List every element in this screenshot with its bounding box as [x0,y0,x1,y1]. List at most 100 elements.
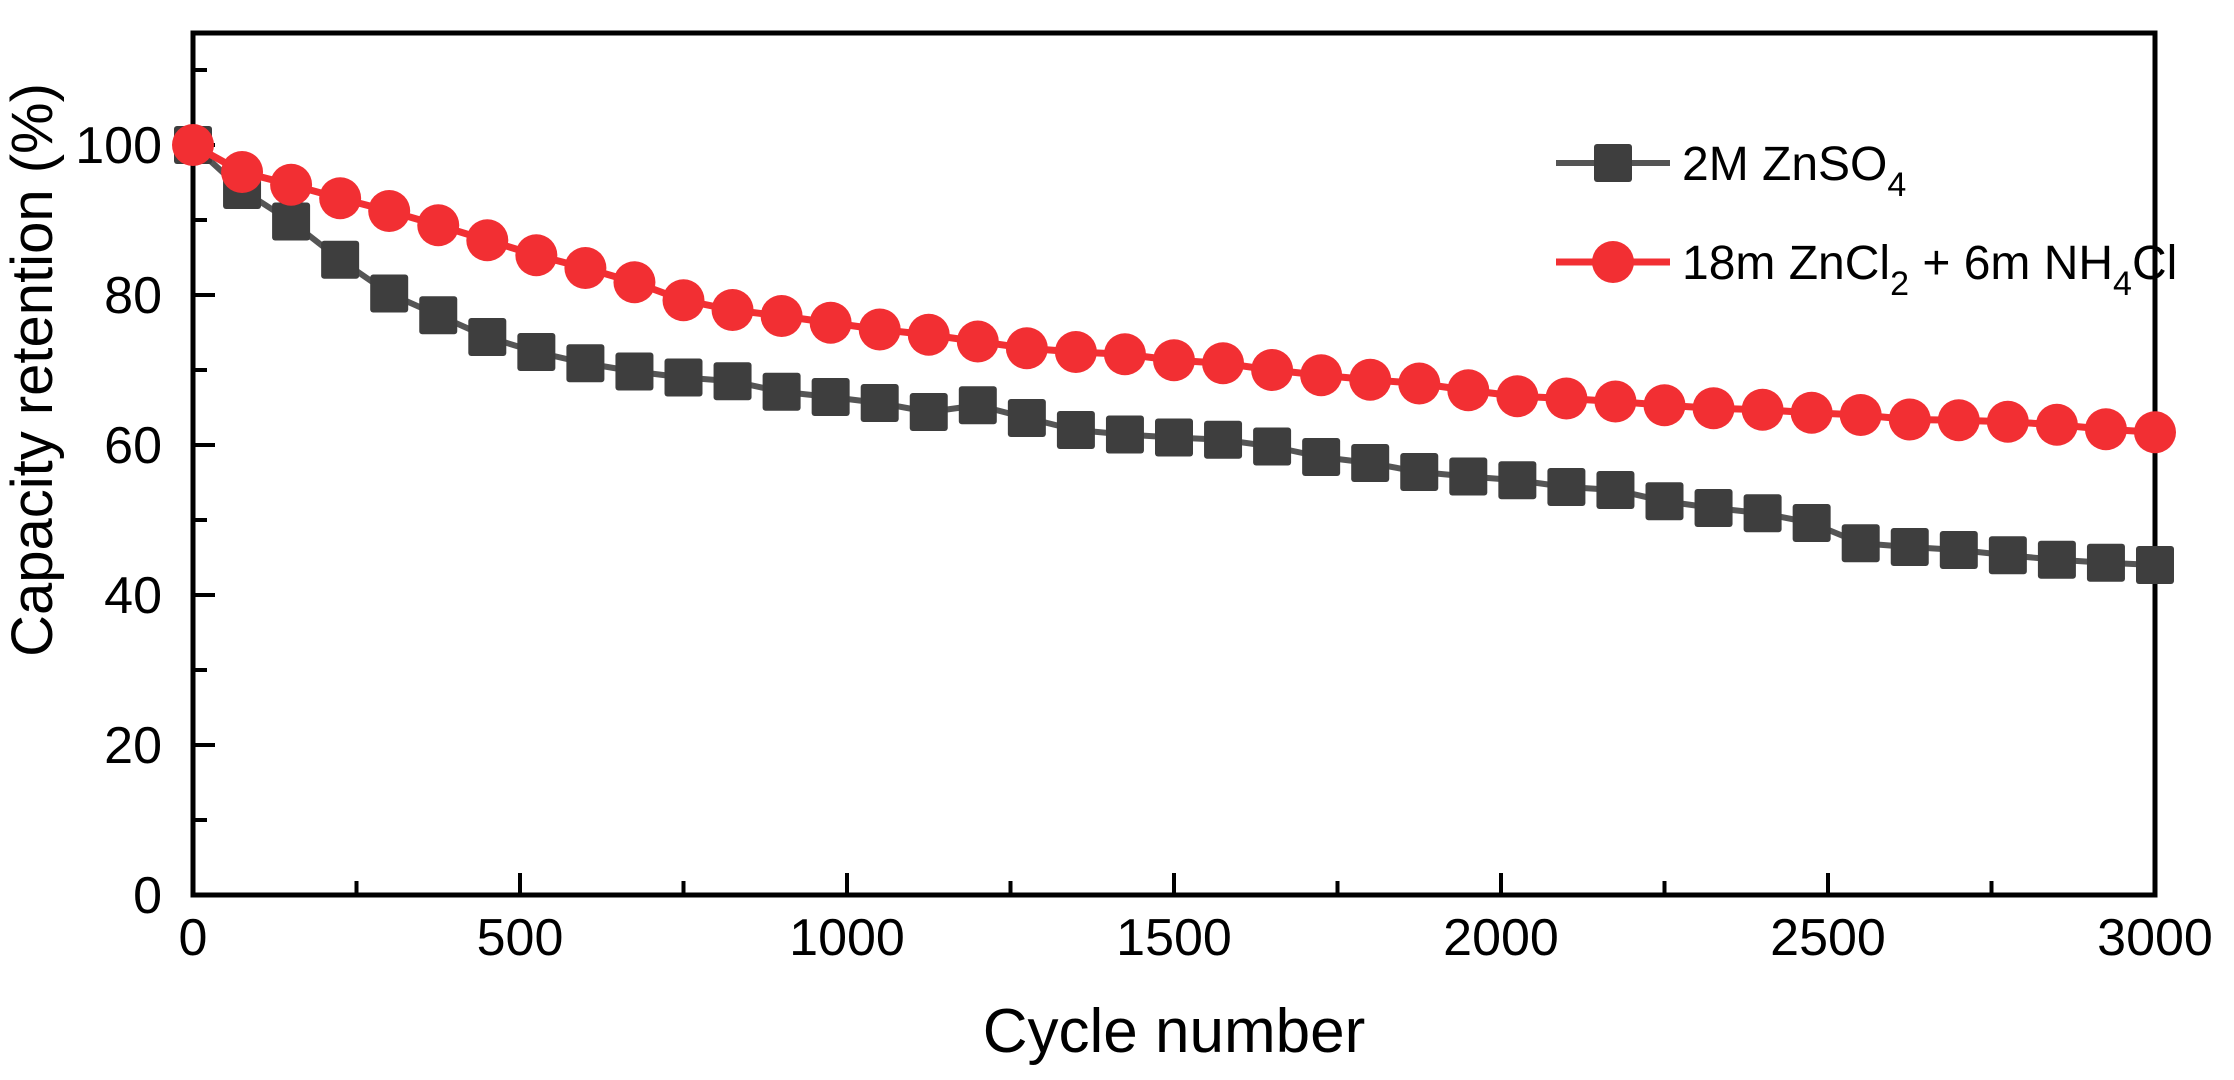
data-point-marker-square [2037,540,2076,579]
data-point-marker-circle [1594,380,1637,423]
data-point-marker-circle [760,295,803,337]
x-tick-label: 2500 [1770,909,1886,967]
data-point-marker-circle [417,204,460,247]
x-axis-title: Cycle number [983,997,1365,1066]
data-point-marker-circle [809,301,852,344]
x-tick-label: 1500 [1116,909,1232,967]
data-point-marker-square [419,296,458,335]
data-point-marker-circle [711,289,754,331]
data-point-marker-square [1547,468,1586,506]
data-point-marker-square [1498,461,1537,500]
y-tick-label: 100 [75,117,162,175]
data-point-marker-circle [1153,339,1195,382]
data-point-marker-square [1400,453,1439,491]
x-tick-label: 1000 [789,909,905,967]
data-point-marker-square [468,318,507,356]
data-point-marker-circle [2134,411,2176,454]
data-point-marker-circle [1349,358,1392,401]
data-point-marker-square [1792,504,1831,542]
data-point-marker-circle [1447,369,1490,412]
data-point-marker-circle [1496,375,1539,418]
data-point-marker-square [1645,482,1684,521]
x-tick-label: 3000 [2097,909,2213,967]
data-point-marker-square [762,372,801,411]
data-point-marker-circle [466,219,509,262]
data-point-marker-square [615,352,654,391]
data-point-marker-circle [1986,400,2029,443]
data-point-marker-square [860,384,899,422]
y-tick-label: 0 [133,867,162,925]
data-point-marker-circle [1545,377,1588,420]
data-point-marker-circle [221,151,264,193]
axis-ticks-layer: 0 500 1000 1500 2000 2500 3000 0 20 40 60 80 100 [75,68,2213,967]
y-tick-label: 40 [104,567,162,625]
data-point-marker-square [1449,457,1488,496]
data-point-marker-square [664,358,703,397]
data-point-marker-square [1155,418,1193,457]
legend-swatch-circle [1592,241,1634,283]
data-point-marker-circle [858,308,901,351]
x-tick-label: 0 [179,909,208,967]
y-tick-label: 20 [104,717,162,775]
data-point-marker-square [958,386,997,425]
data-point-marker-square [1302,438,1341,476]
data-point-marker-circle [956,320,999,363]
data-point-marker-square [713,362,752,401]
data-point-marker-square [1743,494,1782,533]
data-point-marker-square [1056,411,1095,449]
data-point-marker-circle [515,234,558,277]
legend-label: 2M ZnSO4 [1682,138,1906,204]
data-point-marker-square [517,333,556,371]
data-point-marker-square [1988,536,2027,575]
data-point-marker-circle [613,261,656,304]
data-point-marker-circle [564,247,607,289]
data-point-marker-square [1939,531,1978,569]
data-point-marker-square [1351,444,1390,482]
data-point-marker-circle [1888,398,1931,441]
data-point-marker-circle [1251,349,1294,391]
data-point-marker-circle [662,279,705,322]
data-point-marker-circle [1790,391,1833,434]
data-point-marker-circle [1839,394,1882,436]
y-tick-label: 60 [104,417,162,475]
data-point-marker-square [1105,415,1144,454]
data-point-marker-circle [1692,387,1735,430]
data-point-marker-circle [1054,331,1097,373]
data-point-marker-circle [1103,333,1146,376]
data-point-marker-circle [1005,327,1048,370]
data-point-marker-square [272,202,311,241]
legend-label: 18m ZnCl2 + 6m NH4Cl [1682,237,2177,303]
data-point-marker-square [370,274,409,313]
x-tick-label: 500 [477,909,564,967]
data-point-marker-square [1596,471,1635,509]
data-point-marker-circle [270,163,313,206]
plot-frame [190,30,2158,898]
data-point-marker-square [2086,543,2125,582]
data-point-marker-circle [907,313,950,356]
data-point-marker-square [2136,546,2174,584]
data-point-marker-circle [319,177,362,220]
data-point-marker-square [1694,489,1733,527]
data-point-marker-circle [368,190,411,232]
data-point-marker-circle [1300,354,1343,397]
data-point-marker-square [566,344,605,383]
data-point-marker-square [1253,427,1292,466]
legend-entry: 18m ZnCl2 + 6m NH4Cl [1556,237,2177,303]
data-point-marker-square [1204,420,1243,459]
data-point-marker-square [811,378,850,416]
data-point-marker-circle [1643,384,1686,427]
data-point-marker-square [1007,399,1046,437]
data-point-marker-square [909,393,948,431]
data-point-marker-circle [2084,408,2127,451]
y-tick-label: 80 [104,267,162,325]
data-point-marker-circle [1741,388,1784,431]
data-point-marker-circle [2035,403,2078,446]
data-point-marker-circle [172,124,214,166]
data-point-marker-circle [1398,362,1441,405]
data-point-marker-square [321,240,360,279]
data-point-marker-circle [1202,342,1245,385]
legend: 2M ZnSO4 18m ZnCl2 + 6m NH4Cl [1556,138,2177,303]
data-point-marker-circle [1937,399,1980,442]
data-point-marker-square [1890,528,1929,566]
